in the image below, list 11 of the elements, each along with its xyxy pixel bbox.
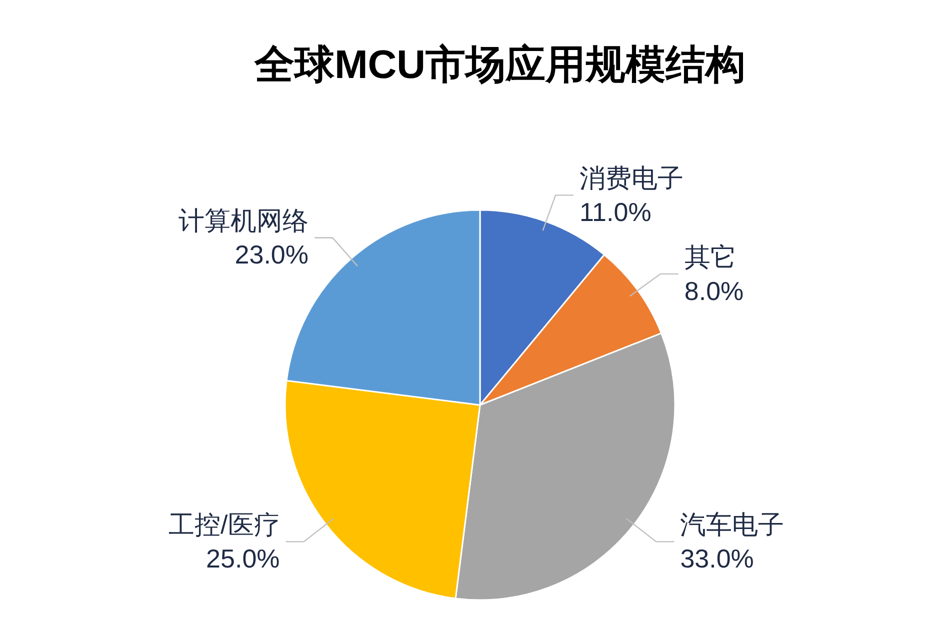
data-label: 33.0%: [680, 544, 754, 574]
chart-title: 全球MCU市场应用规模结构: [253, 43, 746, 87]
slice-label: 工控/医疗: [168, 510, 280, 540]
data-label: 11.0%: [580, 197, 652, 228]
data-label: 23.0%: [234, 240, 309, 270]
slice-label: 汽车电子: [680, 510, 784, 540]
slice-label: 消费电子: [580, 163, 684, 194]
slice-label: 计算机网络: [178, 206, 309, 236]
data-label: 25.0%: [206, 544, 280, 574]
data-label: 8.0%: [684, 276, 744, 306]
slice-label: 其它: [684, 242, 736, 272]
